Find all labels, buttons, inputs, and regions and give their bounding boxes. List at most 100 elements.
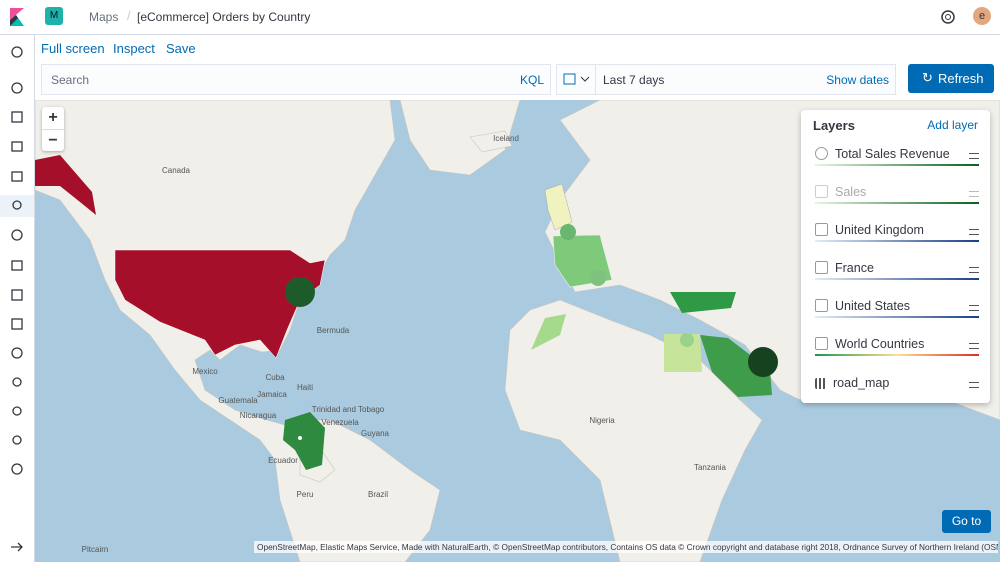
marker[interactable] <box>680 333 694 347</box>
calendar-icon[interactable] <box>563 72 593 86</box>
map-label: Cuba <box>265 373 285 382</box>
search-input[interactable]: Search KQL <box>41 64 551 95</box>
kql-toggle[interactable]: KQL <box>519 73 544 87</box>
legend-gradient <box>815 240 979 242</box>
layer-row[interactable]: United Kingdom <box>815 223 979 242</box>
layer-name: France <box>835 261 874 275</box>
inspect-link[interactable]: Inspect <box>113 41 155 56</box>
breadcrumb: [eCommerce] Orders by Country <box>137 10 311 24</box>
go-to-button[interactable]: Go to <box>942 510 991 533</box>
layer-row[interactable]: World Countries <box>815 337 979 356</box>
layer-name: Total Sales Revenue <box>835 147 950 161</box>
layers-panel: Layers Add layer Total Sales Revenue Sal… <box>801 110 990 403</box>
layer-row[interactable]: road_map <box>815 376 979 390</box>
zoom-controls: + − <box>42 107 64 151</box>
breadcrumb[interactable]: Maps <box>89 10 119 24</box>
refresh-icon: ↻ <box>922 70 933 85</box>
legend-gradient <box>815 354 979 356</box>
full-screen-link[interactable]: Full screen <box>41 41 105 56</box>
user-avatar[interactable]: e <box>973 7 991 25</box>
map-label: Guatemala <box>218 396 258 405</box>
refresh-label: Refresh <box>938 71 984 86</box>
search-placeholder: Search <box>51 73 90 87</box>
side-nav <box>0 35 35 562</box>
drag-handle[interactable] <box>969 343 979 349</box>
show-dates[interactable]: Show dates <box>826 73 889 87</box>
drag-handle[interactable] <box>969 229 979 235</box>
marker[interactable] <box>590 270 606 286</box>
map-label: Haiti <box>297 383 313 392</box>
layer-name: World Countries <box>835 337 925 351</box>
visibility-toggle[interactable] <box>815 185 828 198</box>
help-icon[interactable] <box>940 9 956 25</box>
drag-handle[interactable] <box>969 153 979 159</box>
top-bar: M Maps / [eCommerce] Orders by Country e <box>0 0 1000 35</box>
map-label: Venezuela <box>321 418 359 427</box>
map-label: Tanzania <box>694 463 727 472</box>
marker[interactable] <box>298 436 302 440</box>
visibility-toggle[interactable] <box>815 261 828 274</box>
layer-row[interactable]: United States <box>815 299 979 318</box>
layer-name: Sales <box>835 185 867 199</box>
map-label: Canada <box>162 166 191 175</box>
app-badge[interactable]: M <box>45 7 63 25</box>
map-label: Iceland <box>493 134 519 143</box>
visibility-toggle[interactable] <box>815 223 828 236</box>
nav-icons <box>0 46 34 552</box>
separator: / <box>127 8 131 23</box>
turkey <box>670 292 736 313</box>
iceland <box>469 130 513 153</box>
refresh-button[interactable]: ↻ Refresh <box>908 64 994 93</box>
layer-name: United States <box>835 299 911 313</box>
add-layer[interactable]: Add layer <box>927 118 978 132</box>
tile-icon <box>815 378 826 389</box>
visibility-toggle[interactable] <box>815 299 828 312</box>
colombia <box>283 412 325 470</box>
map-label: Nigeria <box>589 416 615 425</box>
panel-title: Layers <box>813 118 855 133</box>
marker[interactable] <box>560 224 576 240</box>
save-link[interactable]: Save <box>166 41 196 56</box>
date-picker[interactable]: Last 7 days Show dates <box>556 64 896 95</box>
layer-name: United Kingdom <box>835 223 924 237</box>
layer-name: road_map <box>833 376 890 390</box>
map-label: Bermuda <box>317 326 350 335</box>
layer-row[interactable]: Total Sales Revenue <box>815 147 979 166</box>
markers <box>285 224 778 440</box>
marker[interactable] <box>285 277 315 307</box>
zoom-out[interactable]: − <box>48 132 58 149</box>
map-label: Mexico <box>192 367 218 376</box>
attribution: OpenStreetMap, Elastic Maps Service, Mad… <box>254 541 998 553</box>
map-label: Pitcairn <box>82 545 109 554</box>
map-label: Nicaragua <box>240 411 277 420</box>
saudi-arabia <box>700 335 772 397</box>
layer-row[interactable]: France <box>815 261 979 280</box>
morocco <box>531 314 566 350</box>
kibana-logo[interactable] <box>10 8 24 26</box>
date-range[interactable]: Last 7 days <box>603 73 665 87</box>
map-label: Trinidad and Tobago <box>312 405 385 414</box>
visibility-toggle[interactable] <box>815 337 828 350</box>
united-states <box>114 249 326 359</box>
zoom-in[interactable]: + <box>42 107 64 130</box>
map-label: Peru <box>297 490 314 499</box>
map-label: Ecuador <box>268 456 298 465</box>
map-label: Jamaica <box>257 390 287 399</box>
visibility-toggle[interactable] <box>815 147 828 160</box>
drag-handle[interactable] <box>969 382 979 388</box>
legend-gradient <box>815 316 979 318</box>
layer-row[interactable]: Sales <box>815 185 979 204</box>
legend-gradient <box>815 278 979 280</box>
map-label: Brazil <box>368 490 388 499</box>
legend-gradient <box>815 164 979 166</box>
map-label: Guyana <box>361 429 390 438</box>
drag-handle[interactable] <box>969 267 979 273</box>
drag-handle[interactable] <box>969 191 979 197</box>
legend-gradient <box>815 202 979 204</box>
divider <box>595 65 596 94</box>
drag-handle[interactable] <box>969 305 979 311</box>
marker[interactable] <box>748 347 778 377</box>
greenland <box>399 100 521 176</box>
alaska <box>35 155 96 215</box>
